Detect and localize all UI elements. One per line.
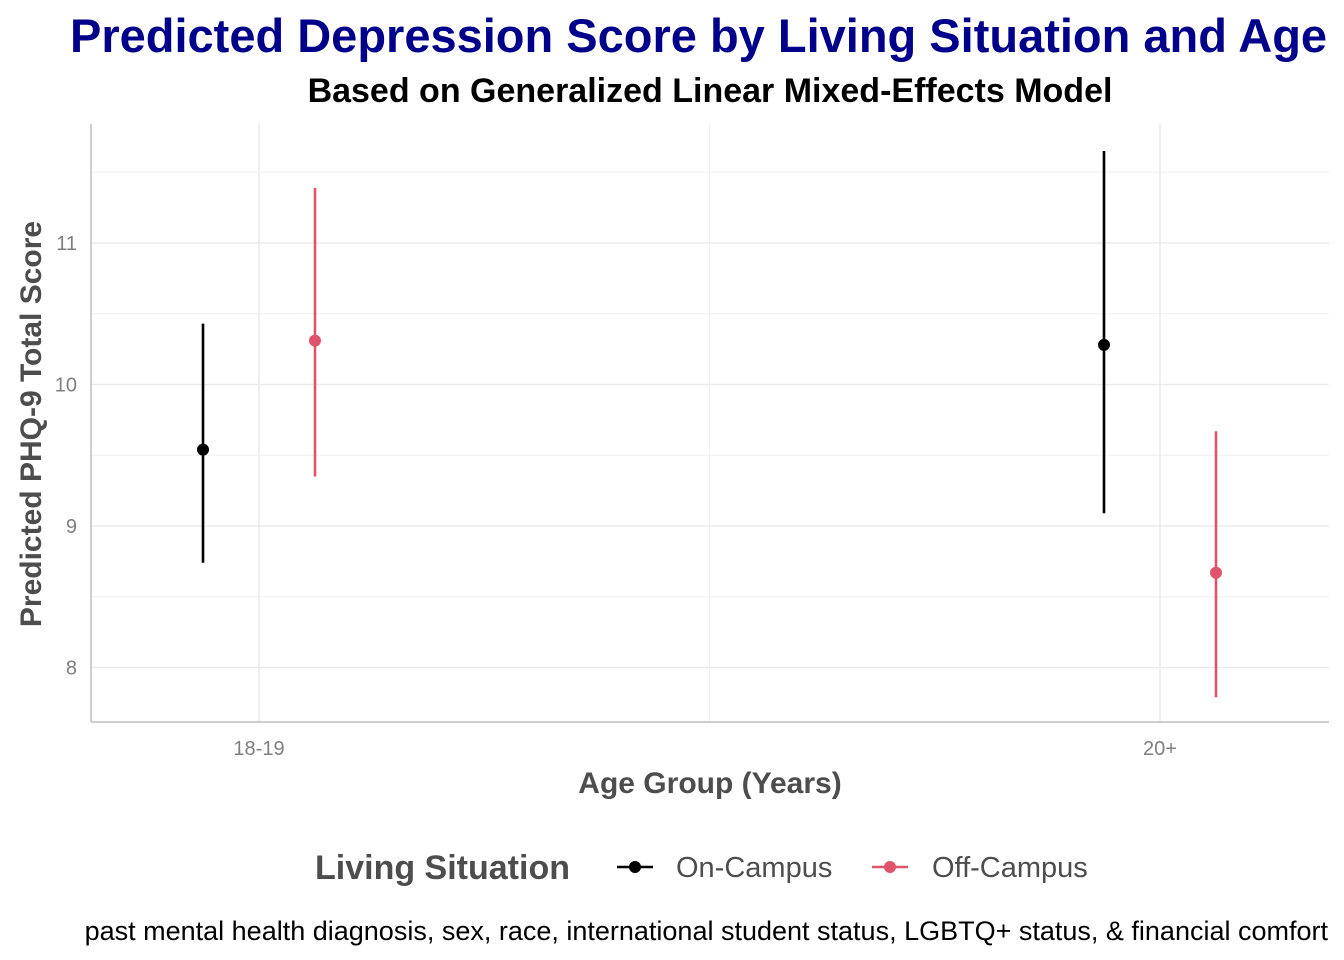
- tick-labels: 8 9 10 11 18-19 20+: [55, 233, 1177, 760]
- point-off-campus-18-19: [309, 334, 321, 347]
- point-on-campus-18-19: [197, 443, 209, 456]
- legend-item-on-campus: On-Campus: [617, 852, 832, 884]
- legend-item-off-campus: Off-Campus: [872, 852, 1088, 884]
- chart-caption: past mental health diagnosis, sex, race,…: [85, 916, 1329, 946]
- x-tick-label: 18-19: [233, 738, 284, 760]
- legend-label-on-campus: On-Campus: [676, 852, 832, 884]
- x-tick-label: 20+: [1143, 738, 1177, 760]
- x-axis-title: Age Group (Years): [578, 767, 841, 800]
- y-tick-label: 10: [55, 375, 77, 397]
- legend-title: Living Situation: [315, 849, 570, 887]
- y-tick-label: 9: [66, 516, 77, 538]
- point-on-campus-20: [1098, 338, 1110, 351]
- legend-key-dot-on-campus: [629, 861, 641, 873]
- legend-label-off-campus: Off-Campus: [932, 852, 1088, 884]
- y-tick-label: 11: [56, 233, 77, 255]
- y-tick-label: 8: [66, 658, 77, 680]
- legend-key-dot-off-campus: [884, 861, 896, 873]
- axes: [90, 124, 1329, 723]
- point-off-campus-20: [1210, 566, 1222, 579]
- legend: Living Situation On-Campus Off-Campus: [315, 849, 1088, 887]
- chart-subtitle: Based on Generalized Linear Mixed-Effect…: [308, 72, 1113, 110]
- y-axis-title: Predicted PHQ-9 Total Score: [15, 221, 48, 627]
- data-marks: [197, 151, 1222, 698]
- chart-title: Predicted Depression Score by Living Sit…: [70, 9, 1327, 62]
- grid: [91, 124, 1329, 722]
